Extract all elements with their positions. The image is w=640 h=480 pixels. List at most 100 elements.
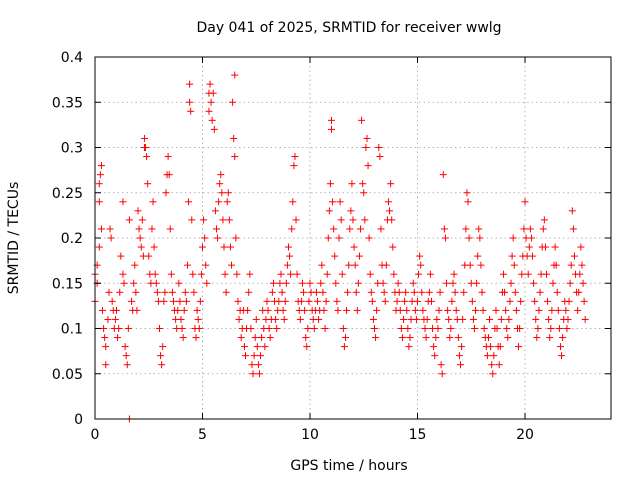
data-point [145, 252, 153, 260]
data-point [180, 306, 188, 314]
data-point [322, 297, 330, 305]
data-point [402, 288, 410, 296]
data-point [95, 198, 103, 206]
y-tick-label: 0.4 [61, 50, 83, 66]
data-point [473, 279, 481, 287]
data-point [257, 352, 265, 360]
data-point [106, 225, 114, 233]
data-point [195, 325, 203, 332]
data-point [493, 325, 501, 332]
data-point [431, 352, 439, 360]
data-point [474, 252, 482, 260]
data-point [116, 288, 124, 296]
y-tick-label: 0.1 [61, 322, 83, 338]
data-point [449, 279, 457, 287]
data-point [354, 279, 362, 287]
data-point [156, 325, 163, 332]
data-point [574, 306, 582, 314]
data-point [326, 180, 334, 188]
data-point [535, 306, 543, 314]
data-point [426, 270, 434, 278]
data-point [221, 270, 229, 278]
data-point [352, 288, 360, 296]
data-point [357, 225, 365, 233]
data-point [518, 270, 526, 278]
data-point [96, 171, 104, 179]
data-point [201, 234, 209, 242]
data-point [381, 297, 389, 305]
x-tick-label: 15 [409, 427, 427, 443]
data-point [364, 162, 372, 170]
data-point [390, 270, 398, 278]
data-point [104, 315, 112, 323]
data-point [186, 80, 194, 88]
data-point [223, 198, 231, 206]
data-point [196, 297, 204, 305]
data-point [432, 334, 440, 342]
data-point [488, 361, 496, 369]
data-point [430, 343, 438, 351]
data-point [324, 234, 332, 242]
data-point [521, 198, 529, 206]
data-point [190, 288, 198, 296]
data-point [128, 297, 136, 305]
data-point [140, 134, 148, 142]
data-point [312, 288, 320, 296]
data-point [273, 325, 281, 332]
data-point [233, 270, 241, 278]
data-point [288, 225, 296, 233]
data-point [143, 153, 151, 161]
data-point [235, 315, 243, 323]
data-point [165, 171, 173, 179]
data-point [149, 198, 157, 206]
data-point [446, 334, 454, 342]
data-point [319, 288, 327, 296]
data-point [300, 288, 308, 296]
data-point [136, 234, 144, 242]
data-point [278, 288, 286, 296]
x-axis-tick-labels: 0 5 10 15 20 [91, 427, 534, 443]
data-point [544, 297, 552, 305]
data-point [296, 315, 304, 323]
data-point [547, 325, 555, 332]
data-point [553, 288, 561, 296]
data-point [194, 315, 202, 323]
data-point [527, 234, 535, 242]
data-point [133, 306, 141, 314]
data-point [331, 252, 339, 260]
data-point [529, 252, 537, 260]
data-point [549, 279, 557, 287]
data-point [113, 306, 120, 314]
y-tick-label: 0 [74, 412, 83, 428]
data-point [555, 325, 563, 332]
data-point [580, 297, 588, 305]
data-point [224, 189, 232, 197]
data-point [348, 180, 356, 188]
data-point [320, 306, 328, 314]
data-point [445, 315, 453, 323]
data-point [486, 315, 494, 323]
data-point [376, 153, 384, 161]
data-point [120, 279, 128, 287]
data-point [564, 315, 572, 323]
data-point [344, 288, 352, 296]
data-point [362, 144, 370, 151]
data-point [339, 325, 347, 332]
data-point [206, 80, 214, 88]
data-point [134, 207, 142, 215]
data-point [222, 288, 230, 296]
data-point [317, 279, 325, 287]
data-point [400, 315, 408, 323]
data-point [280, 315, 288, 323]
data-point [148, 225, 156, 233]
data-point [405, 343, 413, 351]
data-point [250, 352, 258, 360]
data-point [186, 98, 194, 106]
data-point [231, 153, 239, 161]
data-point [496, 343, 504, 351]
data-point [576, 270, 584, 278]
data-point [293, 270, 301, 278]
data-point [437, 361, 445, 369]
data-point [468, 297, 476, 305]
